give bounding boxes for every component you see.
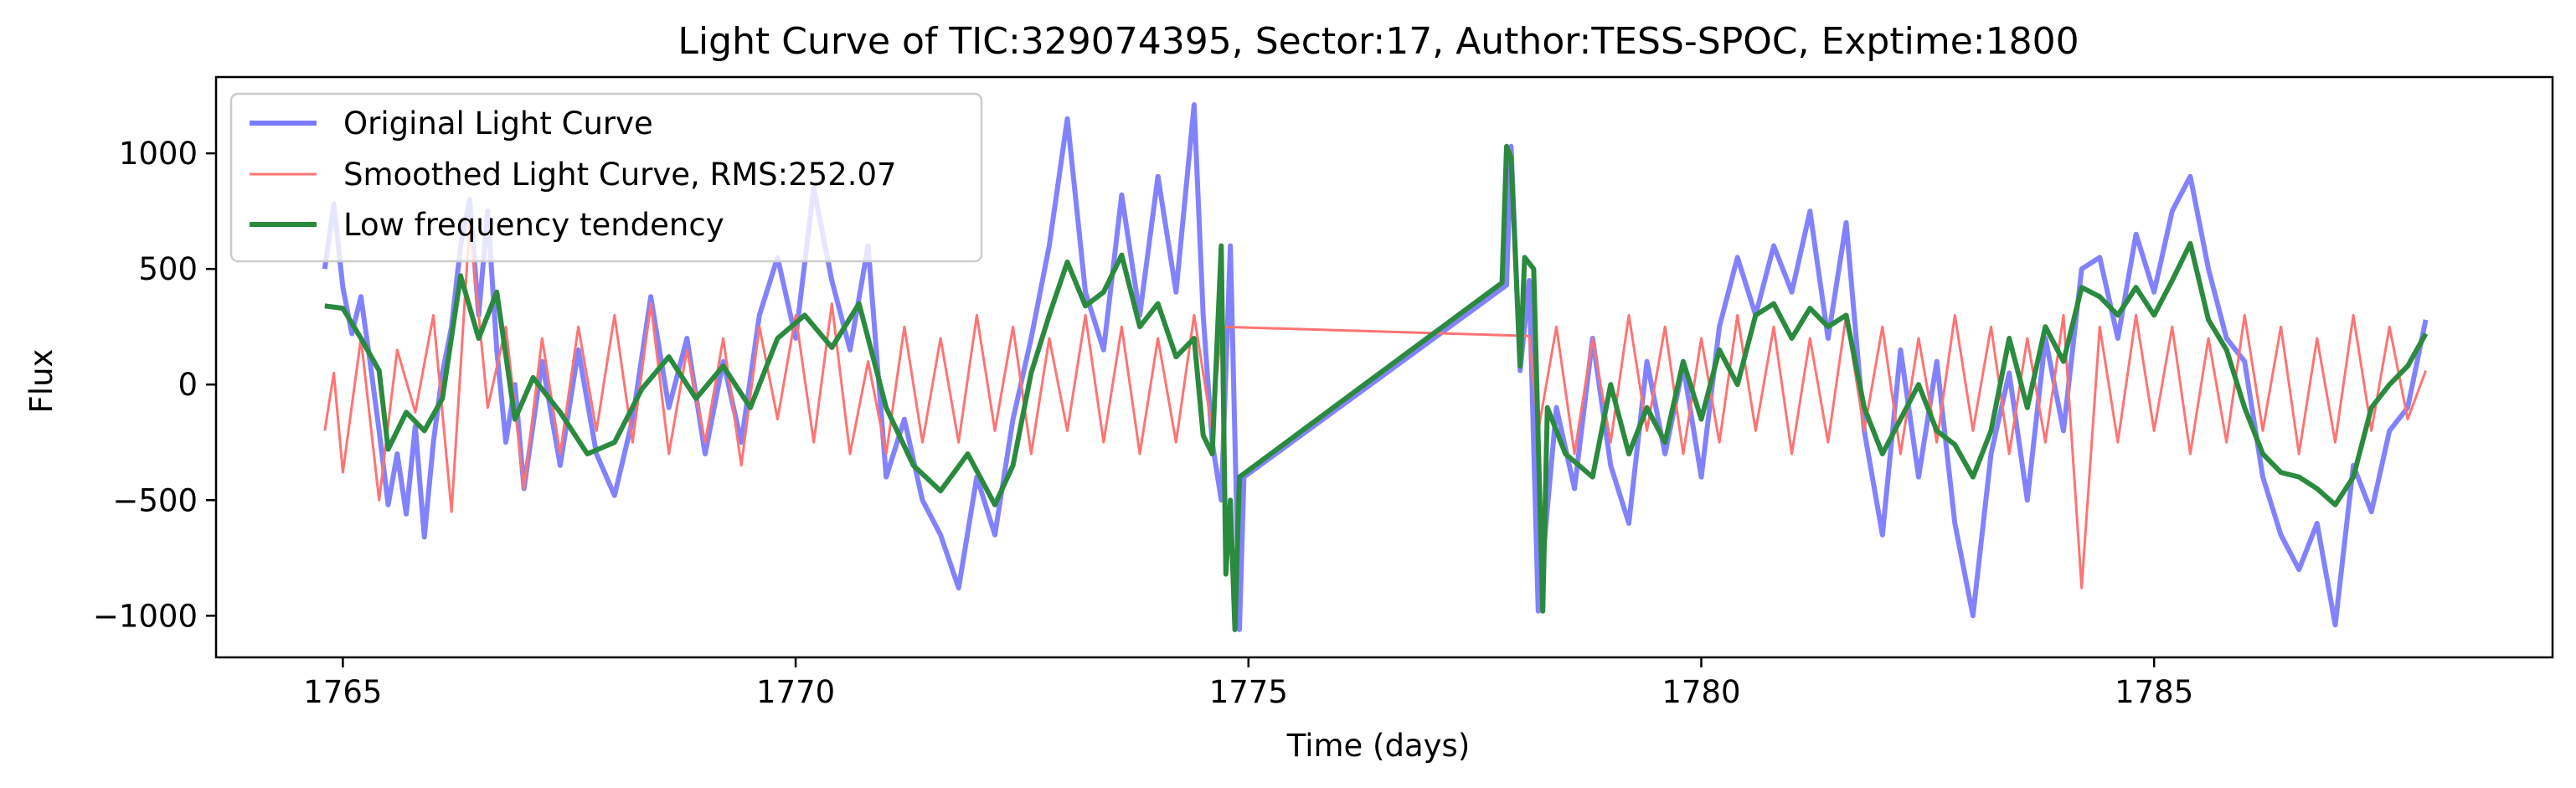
legend: Original Light Curve Smoothed Light Curv… <box>229 92 983 263</box>
series-line-original <box>322 102 2429 632</box>
y-axis-ticks: −1000 −500 0 500 1000 <box>93 136 216 634</box>
y-tick-label: 500 <box>138 251 198 287</box>
y-axis-label: Flux <box>23 349 59 414</box>
x-tick-label: 1770 <box>756 674 835 710</box>
legend-label-smoothed: Smoothed Light Curve, RMS:252.07 <box>343 157 897 193</box>
x-tick-label: 1785 <box>2115 674 2193 710</box>
x-axis-ticks: 1765 1770 1775 1780 1785 <box>303 657 2193 710</box>
y-tick-label: 1000 <box>119 136 198 172</box>
legend-box <box>229 92 983 263</box>
series-layer <box>322 102 2429 632</box>
x-tick-label: 1765 <box>303 674 382 710</box>
legend-label-tendency: Low frequency tendency <box>343 207 724 243</box>
x-axis-label: Time (days) <box>1286 728 1471 764</box>
y-tick-label: 0 <box>178 367 198 403</box>
plot-frame <box>214 75 2554 659</box>
y-tick-label: −1000 <box>93 598 198 634</box>
y-tick-label: −500 <box>112 482 198 518</box>
x-tick-label: 1775 <box>1209 674 1288 710</box>
series-line-tendency <box>324 143 2429 632</box>
chart-title: Light Curve of TIC:329074395, Sector:17,… <box>677 20 2079 63</box>
x-tick-label: 1780 <box>1662 674 1740 710</box>
legend-label-original: Original Light Curve <box>343 106 653 142</box>
